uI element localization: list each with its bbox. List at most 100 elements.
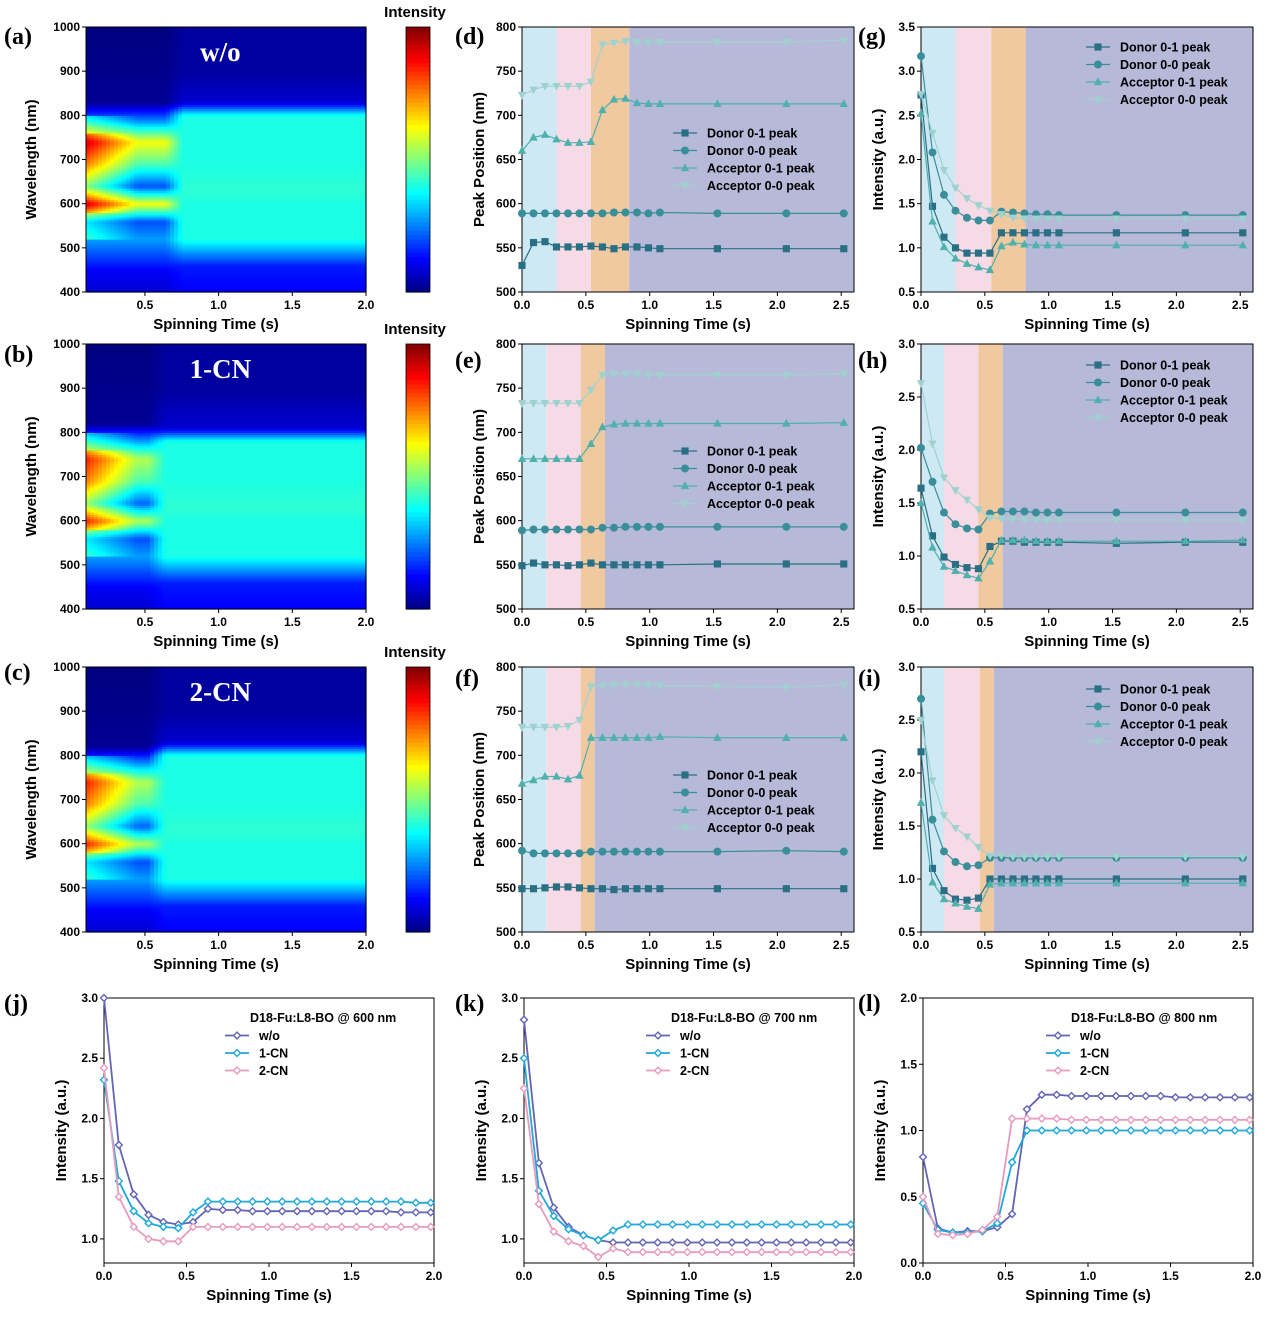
heatmap-cell — [166, 247, 171, 251]
heatmap-cell — [130, 27, 135, 30]
heatmap-cell — [110, 276, 115, 280]
heatmap-cell — [170, 239, 175, 242]
heatmap-cell — [94, 210, 99, 214]
heatmap-cell — [190, 177, 195, 180]
heatmap-cell — [150, 148, 155, 152]
heatmap-cell — [122, 86, 127, 90]
heatmap-cell — [94, 280, 99, 284]
heatmap-cell — [158, 267, 163, 271]
heatmap-cell — [186, 99, 191, 103]
heatmap-cell — [174, 205, 179, 209]
heatmap-cell — [158, 172, 163, 176]
heatmap-cell — [146, 245, 151, 249]
heatmap-cell — [134, 44, 139, 48]
heatmap-cell — [194, 212, 199, 216]
heatmap-cell — [182, 230, 187, 233]
heatmap-cell — [174, 68, 179, 72]
heatmap-cell — [186, 285, 191, 289]
heatmap-cell — [146, 269, 151, 273]
heatmap-cell — [174, 44, 179, 48]
heatmap-cell — [154, 168, 159, 172]
heatmap-cell — [130, 183, 135, 187]
heatmap-cell — [94, 230, 99, 233]
heatmap-cell — [90, 243, 95, 247]
heatmap-cell — [178, 263, 183, 267]
heatmap-cell — [174, 276, 179, 280]
heatmap-cell — [158, 188, 163, 192]
heatmap-cell — [158, 31, 163, 35]
heatmap-cell — [110, 174, 115, 178]
heatmap-cell — [150, 276, 155, 280]
heatmap-cell — [154, 99, 159, 103]
heatmap-cell — [166, 75, 171, 79]
heatmap-cell — [134, 186, 139, 189]
heatmap-cell — [178, 84, 183, 88]
heatmap-cell — [186, 49, 191, 52]
heatmap-cell — [178, 95, 183, 99]
heatmap-cell — [194, 278, 199, 282]
heatmap-cell — [102, 77, 107, 81]
heatmap-cell — [90, 82, 95, 86]
heatmap-cell — [170, 181, 175, 185]
heatmap-cell — [98, 181, 103, 185]
heatmap-cell — [178, 272, 183, 275]
heatmap-cell — [130, 223, 135, 227]
heatmap-cell — [122, 216, 127, 220]
heatmap-cell — [162, 71, 167, 74]
heatmap-cell — [126, 106, 131, 110]
heatmap-cell — [186, 133, 191, 136]
heatmap-cell — [114, 33, 119, 37]
heatmap-cell — [194, 265, 199, 269]
heatmap-cell — [114, 77, 119, 81]
heatmap-cell — [138, 161, 143, 165]
heatmap-cell — [114, 166, 119, 169]
heatmap-cell — [170, 276, 175, 280]
heatmap-cell — [190, 27, 195, 30]
heatmap-cell — [114, 221, 119, 225]
heatmap-cell — [122, 278, 127, 282]
heatmap-cell — [98, 44, 103, 48]
heatmap-cell — [102, 53, 107, 57]
heatmap-cell — [146, 166, 151, 169]
heatmap-cell — [182, 38, 187, 41]
heatmap-cell — [182, 183, 187, 187]
heatmap-cell — [166, 124, 171, 127]
heatmap-cell — [126, 265, 131, 269]
heatmap-cell — [170, 57, 175, 61]
heatmap-cell — [134, 174, 139, 178]
heatmap-cell — [174, 115, 179, 119]
heatmap-cell — [158, 219, 163, 222]
heatmap-cell — [86, 71, 91, 74]
heatmap-cell — [162, 254, 167, 258]
heatmap-cell — [102, 68, 107, 72]
heatmap-cell — [162, 163, 167, 167]
heatmap-cell — [130, 106, 135, 110]
heatmap-cell — [182, 139, 187, 143]
heatmap-cell — [186, 183, 191, 187]
heatmap-cell — [190, 141, 195, 145]
heatmap-cell — [130, 250, 135, 253]
heatmap-cell — [150, 104, 155, 108]
heatmap-cell — [150, 40, 155, 44]
heatmap-cell — [114, 159, 119, 163]
heatmap-cell — [166, 97, 171, 101]
heatmap-cell — [170, 27, 175, 30]
heatmap-cell — [142, 203, 147, 207]
heatmap-cell — [182, 186, 187, 189]
heatmap-cell — [102, 97, 107, 101]
heatmap-cell — [186, 44, 191, 48]
heatmap-cell — [142, 285, 147, 289]
heatmap-cell — [138, 75, 143, 79]
heatmap-cell — [170, 272, 175, 275]
heatmap-cell — [130, 208, 135, 211]
heatmap-cell — [94, 141, 99, 145]
heatmap-cell — [130, 190, 135, 194]
heatmap-cell — [118, 258, 123, 262]
heatmap-cell — [154, 272, 159, 275]
heatmap-cell — [90, 106, 95, 110]
heatmap-cell — [174, 269, 179, 273]
heatmap-cell — [170, 247, 175, 251]
heatmap-cell — [166, 93, 171, 97]
heatmap-cell — [118, 241, 123, 245]
heatmap-cell — [158, 82, 163, 86]
